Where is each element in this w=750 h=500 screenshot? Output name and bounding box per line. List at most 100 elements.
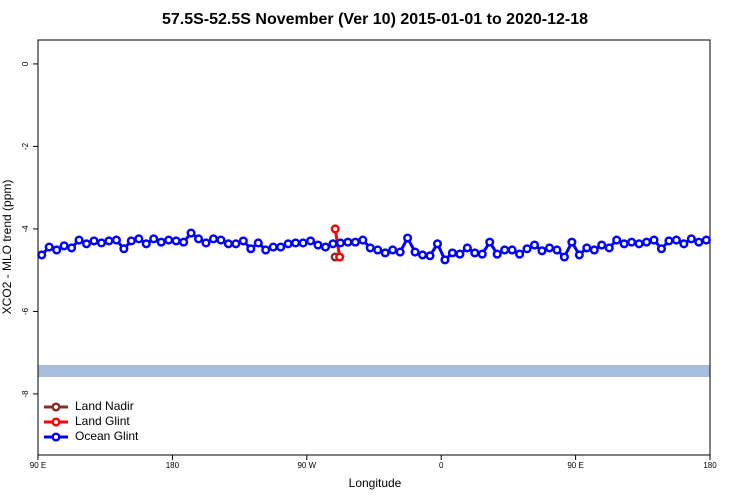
data-point [164, 235, 174, 245]
data-point [223, 239, 233, 249]
data-point [201, 238, 211, 248]
data-point [52, 245, 62, 255]
data-point [111, 235, 121, 245]
x-tick-label: 90 W [297, 461, 316, 470]
data-point [216, 235, 226, 245]
legend-marker [51, 417, 61, 427]
data-point [119, 244, 129, 254]
data-point [149, 234, 159, 244]
data-point [126, 236, 136, 246]
data-point [193, 234, 204, 244]
data-point [432, 239, 443, 249]
data-point [679, 239, 689, 249]
legend-marker [51, 432, 61, 442]
data-point [552, 245, 562, 255]
data-point [515, 249, 525, 259]
data-point [425, 251, 435, 261]
legend-marker [51, 402, 61, 412]
data-point [604, 243, 614, 253]
data-point [335, 238, 345, 248]
data-point [694, 237, 704, 247]
data-point [335, 252, 345, 262]
data-point [74, 235, 84, 245]
data-point [417, 250, 428, 260]
y-tick-label: -8 [21, 390, 30, 398]
data-point [470, 248, 480, 258]
legend-label: Land Glint [75, 414, 130, 428]
data-point [507, 245, 517, 255]
data-point [403, 233, 413, 243]
data-point [686, 234, 696, 244]
data-point [89, 236, 99, 246]
data-point [365, 243, 375, 253]
data-point [96, 238, 107, 248]
data-point [305, 236, 316, 246]
data-point [664, 236, 674, 246]
data-point [574, 250, 584, 260]
data-point [298, 238, 308, 248]
data-point [522, 244, 532, 254]
data-point [701, 235, 711, 245]
data-point [492, 249, 502, 259]
data-point [597, 240, 607, 250]
data-point [388, 245, 398, 255]
data-point [500, 245, 510, 255]
data-point [537, 246, 547, 256]
data-point [246, 244, 256, 254]
data-point [186, 228, 196, 238]
data-point [37, 250, 47, 260]
y-tick-label: -2 [21, 142, 30, 150]
data-point [350, 237, 360, 247]
data-point [485, 237, 495, 247]
data-point [238, 236, 248, 246]
data-point [455, 249, 465, 259]
data-point [104, 236, 114, 246]
y-axis-label: XCO2 - MLO trend (ppm) [0, 180, 14, 315]
data-point [567, 237, 577, 247]
data-point [440, 255, 450, 265]
legend-label: Ocean Glint [75, 429, 139, 443]
data-point [330, 224, 340, 234]
data-point [395, 247, 405, 257]
data-point [268, 242, 278, 252]
data-point [141, 239, 151, 249]
data-point [134, 234, 144, 244]
data-point [283, 239, 293, 249]
data-point [447, 248, 457, 258]
data-point [81, 239, 92, 249]
data-point [544, 243, 555, 253]
x-tick-label: 180 [703, 461, 717, 470]
x-tick-label: 0 [439, 461, 444, 470]
legend-label: Land Nadir [75, 399, 134, 413]
chart-title: 57.5S-52.5S November (Ver 10) 2015-01-01… [162, 11, 588, 28]
data-point [261, 245, 271, 255]
data-point [276, 242, 286, 252]
data-point [627, 237, 637, 247]
data-point [59, 241, 69, 251]
data-point [231, 239, 241, 249]
data-point [44, 242, 54, 252]
x-tick-label: 90 E [30, 461, 46, 470]
data-point [671, 235, 681, 245]
data-point [156, 237, 166, 247]
y-tick-label: -4 [21, 225, 30, 233]
data-point [253, 238, 263, 248]
data-point [612, 235, 622, 245]
data-point [634, 239, 644, 249]
plot-frame [37, 39, 711, 456]
y-tick-label: -6 [21, 307, 30, 315]
data-point [343, 237, 353, 247]
data-point [358, 235, 368, 245]
data-point [649, 235, 659, 245]
data-point [380, 248, 390, 258]
data-point [171, 236, 181, 246]
data-point [67, 243, 77, 253]
data-point [582, 243, 592, 253]
land-mask-strip [38, 365, 710, 377]
x-tick-label: 180 [166, 461, 180, 470]
data-point [328, 239, 338, 249]
y-tick-label: 0 [21, 61, 30, 66]
data-point [410, 247, 420, 257]
data-point [373, 245, 383, 255]
